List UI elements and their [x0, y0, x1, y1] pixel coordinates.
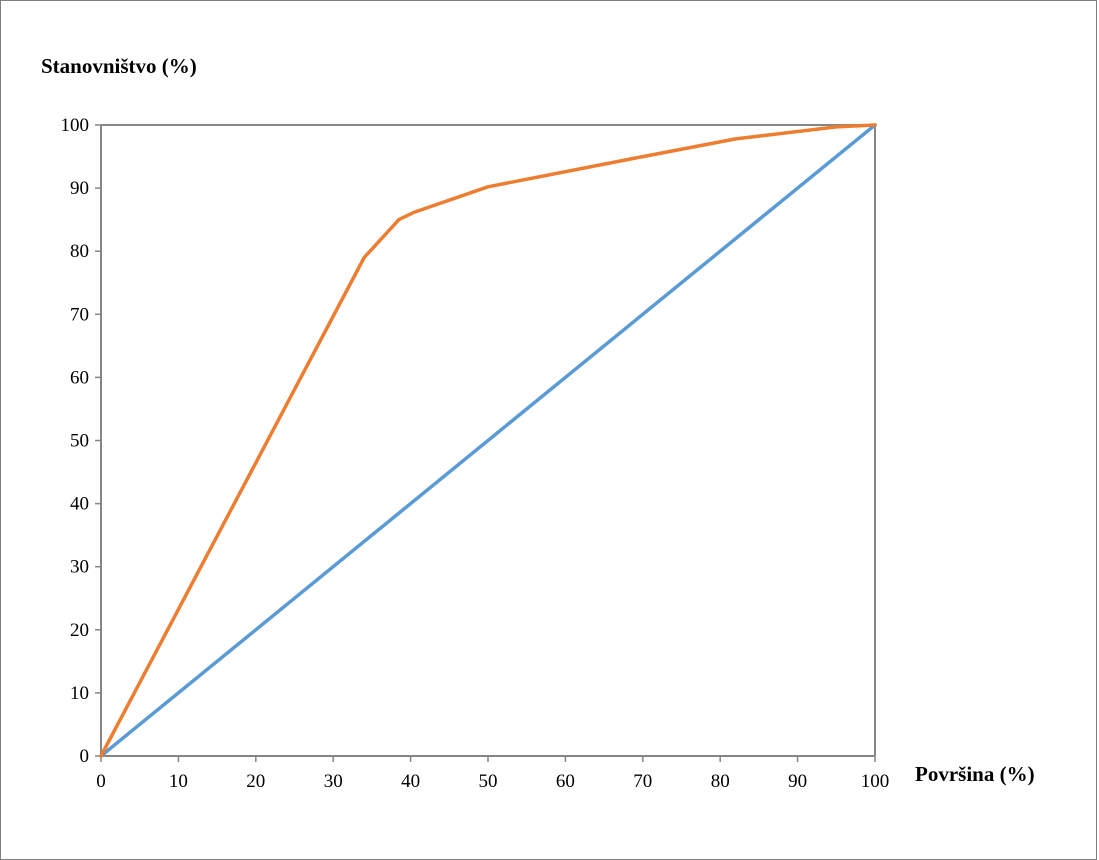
x-tick-label: 50: [479, 771, 498, 792]
y-tick-label: 40: [70, 494, 89, 515]
y-tick-label: 10: [70, 683, 89, 704]
x-tick-label: 90: [788, 771, 807, 792]
y-tick-label: 80: [70, 241, 89, 262]
x-tick-label: 80: [711, 771, 730, 792]
equality-line: [99, 123, 877, 758]
y-tick-label: 70: [70, 304, 89, 325]
x-tick-label: 30: [324, 771, 343, 792]
lorenz-curve: [99, 123, 877, 758]
x-tick-label: 20: [246, 771, 265, 792]
x-tick-label: 0: [96, 771, 106, 792]
y-tick-label: 60: [70, 367, 89, 388]
y-tick-label: 30: [70, 557, 89, 578]
x-tick-label: 40: [401, 771, 420, 792]
y-tick-label: 50: [70, 431, 89, 452]
y-axis-title: Stanovništvo (%): [41, 54, 197, 78]
y-tick-label: 20: [70, 620, 89, 641]
y-tick-label: 100: [61, 115, 90, 136]
y-tick-label: 0: [80, 746, 90, 767]
x-tick-label: 70: [633, 771, 652, 792]
x-tick-label: 10: [169, 771, 188, 792]
x-axis-title: Površina (%): [915, 762, 1035, 786]
y-tick-label: 90: [70, 178, 89, 199]
series-lines: [99, 123, 877, 758]
x-tick-label: 60: [556, 771, 575, 792]
tick-labels: 0 10 20 30 40 50 60 70 80 90 100 0 10 20 30 40 50 60 70 80 9…: [61, 115, 890, 792]
x-tick-label: 100: [861, 771, 890, 792]
